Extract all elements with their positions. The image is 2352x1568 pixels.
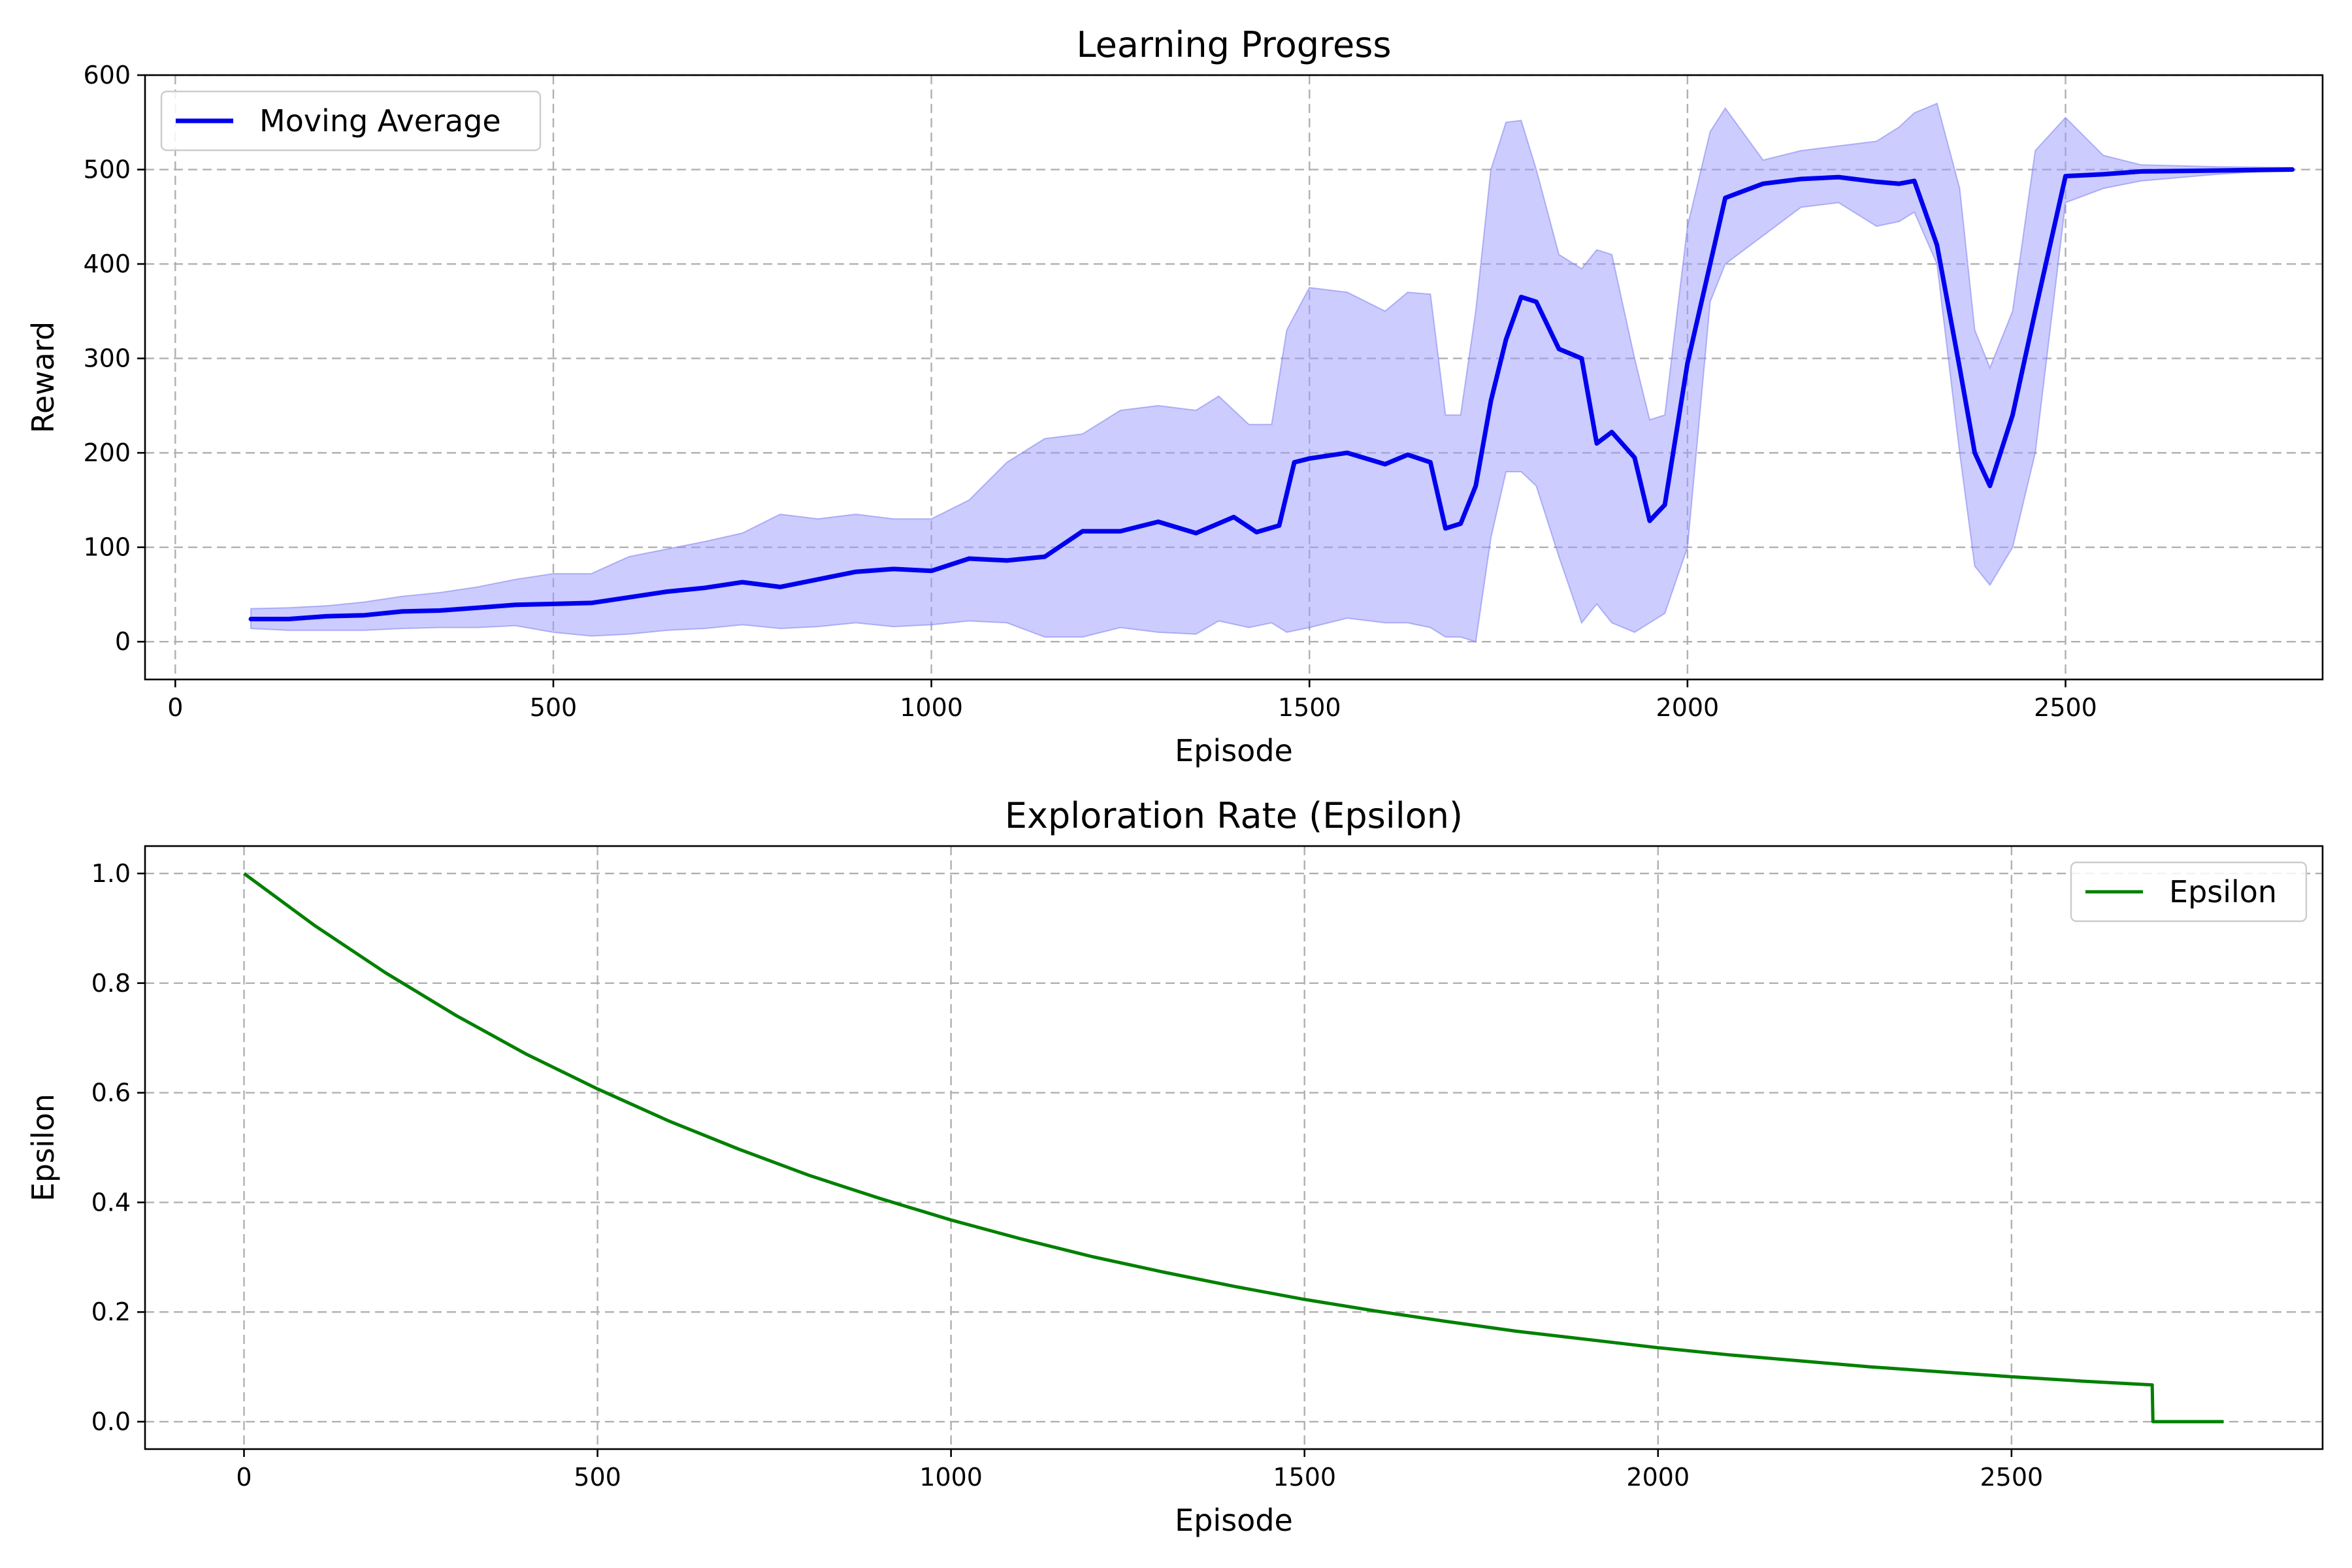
y-tick-label: 0.2: [91, 1298, 131, 1326]
legend-label-epsilon: Epsilon: [2169, 874, 2277, 909]
x-tick-label: 500: [574, 1463, 621, 1492]
x-tick-label: 2500: [1980, 1463, 2043, 1492]
y-tick-label: 200: [83, 438, 131, 467]
y-tick-label: 0.4: [91, 1188, 131, 1217]
chart-title: Exploration Rate (Epsilon): [1005, 795, 1463, 836]
x-axis-label: Episode: [1175, 1503, 1293, 1538]
exploration-rate-panel: 0 500 1000 1500 2000 2500 0.0 0.2 0.4 0.6 0.8 1.0 E…: [25, 795, 2324, 1538]
x-tick-label: 1000: [900, 693, 963, 722]
y-tick-label: 400: [83, 250, 131, 278]
plot-frame: [144, 845, 2324, 1450]
y-tick-label: 500: [83, 155, 131, 184]
legend-box: [2070, 861, 2308, 923]
x-tick-label: 1500: [1273, 1463, 1336, 1492]
x-tick-label: 1000: [919, 1463, 983, 1492]
legend-label-moving-average: Moving Average: [259, 103, 501, 139]
x-axis-label: Episode: [1175, 733, 1293, 768]
legend-box: [160, 90, 542, 152]
x-tick-label: 500: [530, 693, 578, 722]
y-tick-label: 0.6: [91, 1079, 131, 1107]
y-tick-label: 0.0: [91, 1407, 131, 1436]
y-axis-label: Reward: [25, 321, 61, 433]
learning-progress-panel: 0 500 1000 1500 2000 25000100200300400500600 …: [25, 24, 2324, 768]
epsilon-line: [243, 872, 2224, 1424]
x-tick-label: 1500: [1278, 693, 1341, 722]
moving-average-line: [248, 167, 2295, 621]
y-tick-label: 300: [83, 344, 131, 373]
x-tick-label: 0: [167, 693, 183, 722]
plot-frame: [144, 74, 2324, 681]
y-tick-label: 600: [83, 61, 131, 90]
x-tick-label: 2000: [1656, 693, 1720, 722]
y-axis-label: Epsilon: [25, 1094, 61, 1201]
y-tick-label: 0.8: [91, 969, 131, 998]
y-tick-label: 0: [115, 627, 131, 656]
x-tick-label: 2000: [1626, 1463, 1690, 1492]
y-tick-label: 1.0: [91, 859, 131, 888]
x-tick-label: 0: [236, 1463, 252, 1492]
y-tick-label: 100: [83, 533, 131, 562]
chart-title: Learning Progress: [1076, 24, 1391, 65]
x-tick-label: 2500: [2034, 693, 2097, 722]
legend: Epsilon: [2070, 861, 2308, 923]
legend: Moving Average: [160, 90, 542, 152]
